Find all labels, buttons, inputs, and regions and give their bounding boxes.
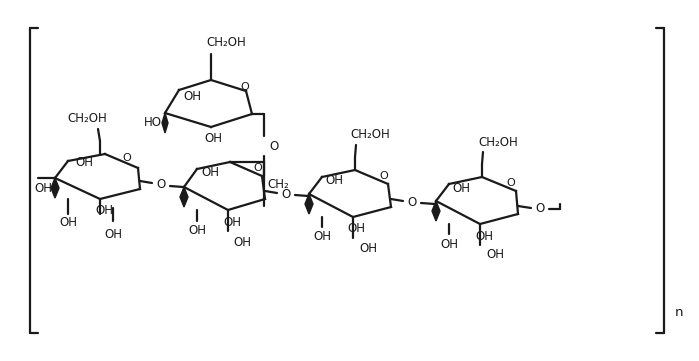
Text: OH: OH: [359, 242, 377, 255]
Text: O: O: [282, 187, 291, 200]
Polygon shape: [432, 201, 440, 221]
Text: O: O: [254, 163, 262, 173]
Text: OH: OH: [183, 90, 201, 103]
Text: O: O: [269, 140, 279, 153]
Text: CH₂: CH₂: [267, 178, 289, 191]
Text: O: O: [240, 82, 250, 92]
Text: OH: OH: [59, 217, 77, 230]
Text: OH: OH: [347, 222, 365, 235]
Text: OH: OH: [201, 165, 219, 178]
Text: OH: OH: [223, 216, 241, 229]
Text: CH₂OH: CH₂OH: [206, 36, 246, 49]
Polygon shape: [180, 187, 188, 207]
Text: OH: OH: [75, 157, 93, 170]
Text: OH: OH: [440, 238, 458, 251]
Text: O: O: [122, 153, 131, 163]
Text: n: n: [675, 306, 683, 319]
Text: OH: OH: [233, 235, 251, 248]
Text: HO: HO: [144, 117, 162, 130]
Text: CH₂OH: CH₂OH: [478, 135, 518, 148]
Text: O: O: [535, 203, 545, 216]
Text: OH: OH: [452, 182, 470, 195]
Text: OH: OH: [486, 248, 504, 261]
Polygon shape: [305, 194, 313, 214]
Text: O: O: [507, 178, 515, 188]
Text: O: O: [380, 171, 389, 181]
Text: OH: OH: [204, 132, 222, 145]
Text: CH₂OH: CH₂OH: [350, 129, 390, 142]
Text: OH: OH: [475, 230, 493, 243]
Polygon shape: [51, 178, 59, 198]
Text: OH: OH: [95, 204, 113, 217]
Text: OH: OH: [188, 225, 206, 238]
Text: O: O: [157, 178, 166, 191]
Text: O: O: [408, 196, 417, 209]
Text: OH: OH: [313, 231, 331, 244]
Text: OH: OH: [325, 174, 343, 187]
Text: CH₂OH: CH₂OH: [67, 113, 107, 126]
Polygon shape: [162, 113, 168, 133]
Text: OH: OH: [104, 227, 122, 240]
Text: OH: OH: [34, 183, 52, 196]
